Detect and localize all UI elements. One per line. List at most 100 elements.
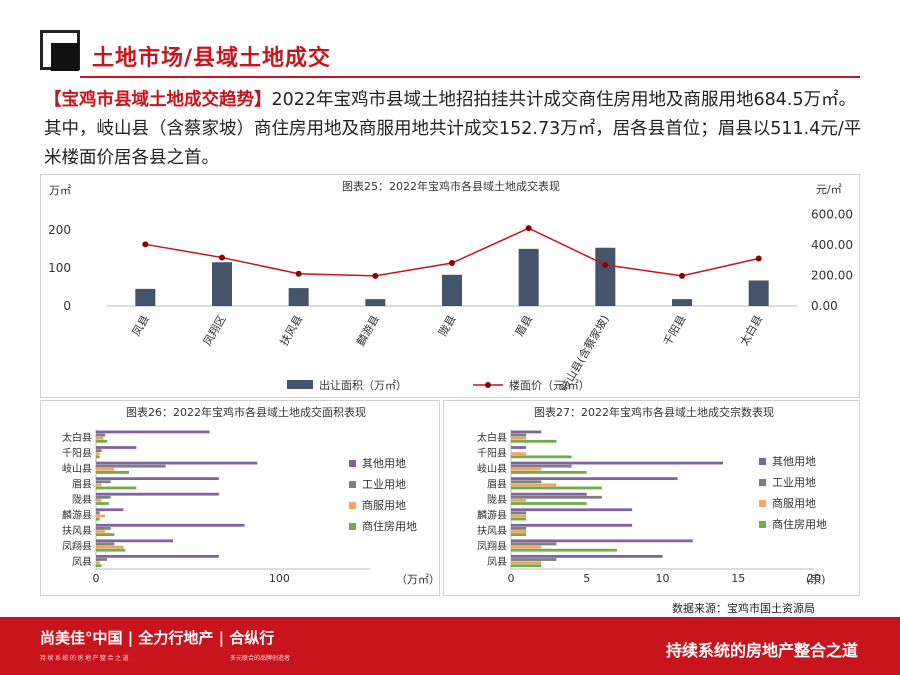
category-label: 凤县 bbox=[72, 556, 92, 568]
bar-3 bbox=[96, 502, 109, 505]
category-label: 凤翔县 bbox=[477, 540, 507, 553]
y2-tick-label: 200.00 bbox=[811, 269, 853, 283]
bar-1 bbox=[511, 464, 572, 468]
bar-2 bbox=[96, 467, 115, 471]
bar-2 bbox=[96, 452, 100, 456]
bar-1 bbox=[96, 480, 111, 484]
category-label: 扶风县 bbox=[62, 524, 92, 537]
bar-3 bbox=[96, 439, 107, 443]
chart-26: 图表26：2022年宝鸡市各县域土地成交面积表现太白县千阳县岐山县眉县陇县麟游县… bbox=[62, 405, 440, 586]
chart-26-panel: 图表26：2022年宝鸡市各县域土地成交面积表现 太白县 千阳县 岐山县 眉县 陇县 麟游县… bbox=[40, 400, 440, 596]
category-label: 扶风县 bbox=[477, 524, 507, 537]
bar-0 bbox=[511, 446, 527, 449]
legend-swatch bbox=[759, 458, 766, 465]
bar-3 bbox=[511, 455, 572, 459]
x-tick-label: 千阳县 bbox=[661, 313, 689, 348]
bar-1 bbox=[96, 495, 111, 499]
y-tick-label: 100 bbox=[48, 261, 71, 275]
category-label: 麟游县 bbox=[62, 509, 92, 522]
bar-0 bbox=[511, 477, 678, 481]
price-point bbox=[219, 254, 225, 261]
x-axis-unit: （万㎡） bbox=[396, 573, 440, 586]
legend-bar-label: 出让面积（万㎡） bbox=[319, 378, 407, 392]
legend-swatch bbox=[759, 479, 766, 486]
legend-label: 工业用地 bbox=[362, 478, 406, 491]
bar-2 bbox=[511, 467, 542, 471]
bar-3 bbox=[511, 471, 587, 474]
bar-2 bbox=[511, 499, 527, 502]
bar-1 bbox=[511, 495, 602, 499]
bar-0 bbox=[511, 539, 693, 543]
category-label: 眉县 bbox=[487, 478, 507, 490]
bar-3 bbox=[511, 439, 557, 443]
bar-1 bbox=[96, 542, 115, 546]
page-title: 土地市场/县域土地成交 bbox=[92, 46, 332, 71]
bar-1 bbox=[511, 433, 527, 437]
y2-axis-label: 元/㎡ bbox=[816, 183, 842, 196]
bar-0 bbox=[511, 430, 542, 434]
category-label: 麟游县 bbox=[477, 509, 507, 522]
y-axis-label: 万㎡ bbox=[49, 184, 71, 197]
price-point bbox=[372, 272, 379, 279]
legend-label: 商住房用地 bbox=[362, 519, 417, 533]
legend-swatch bbox=[349, 481, 356, 488]
bar-2 bbox=[96, 499, 102, 502]
summary-paragraph: 【宝鸡市县域土地成交趋势】2022年宝鸡市县域土地招拍挂共计成交商住房用地及商服… bbox=[44, 86, 864, 173]
x-tick-label: 0 bbox=[508, 572, 515, 585]
price-point bbox=[142, 241, 149, 248]
chart-27-panel: 图表27：2022年宝鸡市各县域土地成交宗数表现 太白县 千阳县 岐山县 眉县 陇县 麟游县… bbox=[443, 400, 860, 596]
bar-area bbox=[748, 280, 769, 306]
bar-2 bbox=[511, 545, 542, 549]
bar-2 bbox=[96, 514, 106, 518]
legend-label: 其他用地 bbox=[362, 457, 406, 470]
chart-27: 图表27：2022年宝鸡市各县域土地成交宗数表现太白县千阳县岐山县眉县陇县麟游县… bbox=[477, 405, 827, 586]
legend-label: 其他用地 bbox=[772, 455, 816, 468]
legend-swatch bbox=[349, 460, 356, 467]
header-divider bbox=[80, 76, 860, 78]
legend-label: 商住房用地 bbox=[772, 517, 827, 531]
bar-0 bbox=[96, 461, 258, 465]
x-tick-label: 20 bbox=[807, 572, 821, 585]
bar-2 bbox=[511, 514, 527, 518]
price-point bbox=[449, 260, 455, 267]
bar-1 bbox=[96, 511, 100, 515]
category-label: 千阳县 bbox=[477, 447, 507, 459]
x-axis-unit: (宗) bbox=[806, 572, 826, 586]
x-tick-label: 凤县 bbox=[130, 313, 152, 339]
bar-0 bbox=[511, 461, 724, 465]
bar-3 bbox=[511, 517, 527, 521]
x-tick-label: 太白县 bbox=[737, 313, 766, 349]
summary-highlight: 【宝鸡市县域土地成交趋势】 bbox=[44, 90, 272, 110]
legend-swatch bbox=[759, 521, 766, 528]
chart-25-panel: 图表25：2022年宝鸡市各县域土地成交表现 万㎡ 元/㎡ 0 100 200 0.00 20… bbox=[40, 174, 860, 398]
x-tick-label: 100 bbox=[269, 572, 290, 585]
legend-label: 商服用地 bbox=[362, 498, 406, 512]
x-tick-label: 麟游县 bbox=[353, 313, 382, 349]
bar-area bbox=[212, 262, 232, 306]
bar-1 bbox=[511, 527, 527, 530]
chart-title: 图表27：2022年宝鸡市各县域土地成交宗数表现 bbox=[534, 405, 774, 419]
bar-1 bbox=[511, 511, 527, 515]
y2-tick-label: 600.00 bbox=[811, 208, 853, 222]
bar-0 bbox=[511, 523, 633, 527]
bar-1 bbox=[96, 527, 111, 530]
bar-2 bbox=[511, 483, 557, 487]
x-tick-label: 0 bbox=[93, 572, 100, 585]
y-tick-label: 200 bbox=[48, 223, 71, 237]
bar-1 bbox=[96, 464, 166, 468]
legend-swatch bbox=[349, 502, 356, 509]
bar-0 bbox=[96, 523, 245, 527]
legend-line-marker bbox=[485, 382, 491, 388]
bar-3 bbox=[96, 517, 100, 521]
legend-swatch bbox=[759, 500, 766, 507]
bar-3 bbox=[96, 486, 137, 490]
footer-bar: 尚美佳°中国 | 全力行地产 | 合纵行 持续系统的房地产整合之道 多元联合的品… bbox=[0, 617, 900, 675]
bar-2 bbox=[511, 452, 527, 456]
bar-0 bbox=[96, 539, 173, 543]
bar-3 bbox=[96, 471, 129, 474]
footer-brand: 尚美佳°中国 | 全力行地产 | 合纵行 bbox=[40, 629, 275, 647]
legend-line-label: 楼面价（元/㎡） bbox=[509, 378, 590, 392]
x-tick-label: 10 bbox=[656, 572, 670, 585]
bar-area bbox=[365, 299, 386, 306]
x-tick-label: 15 bbox=[731, 572, 745, 585]
